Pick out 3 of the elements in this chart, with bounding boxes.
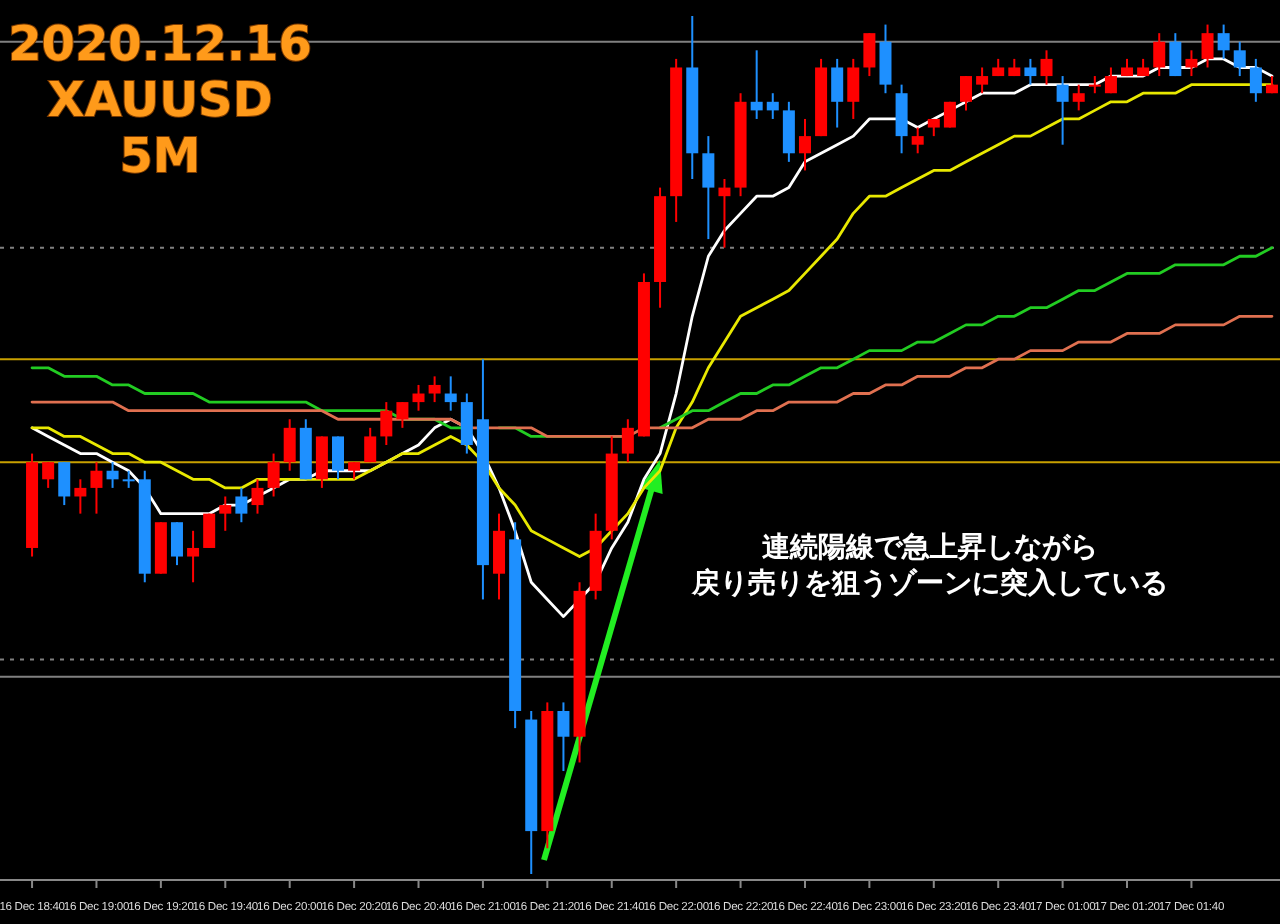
annotation: 戻り売りを狙うゾーンに突入している xyxy=(690,566,1168,600)
annotation: 連続陽線で急上昇しながら xyxy=(760,532,1098,564)
text: 2020.12.16 XAUUSD 5M xyxy=(8,16,312,184)
